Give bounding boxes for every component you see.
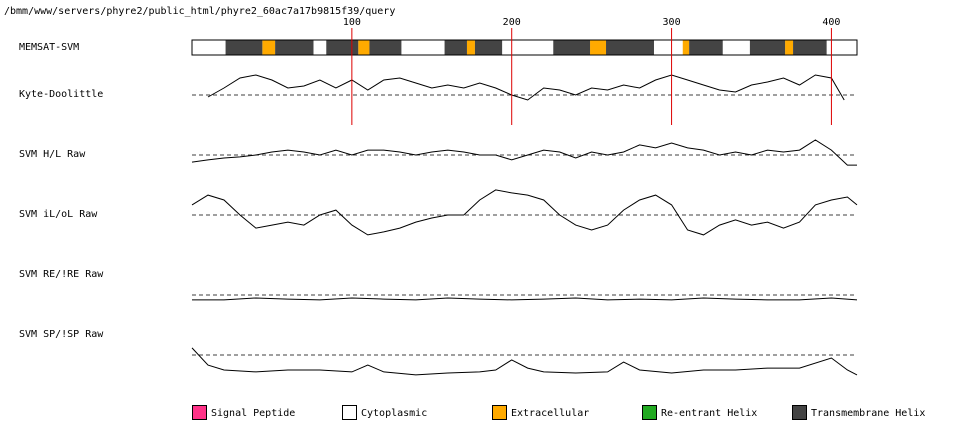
segment [793, 40, 827, 55]
segment [401, 40, 445, 55]
segment [653, 40, 683, 55]
legend-label: Re-entrant Helix [661, 408, 757, 419]
segment [826, 40, 857, 55]
segment [358, 40, 370, 55]
segment [502, 40, 554, 55]
segment [225, 40, 263, 55]
track-label: SVM SP/!SP Raw [19, 329, 104, 340]
x-tick-label: 200 [503, 17, 521, 28]
chart-title: /bmm/www/servers/phyre2/public_html/phyr… [4, 6, 395, 17]
segment [606, 40, 654, 55]
segment [369, 40, 402, 55]
segment [313, 40, 327, 55]
x-tick-label: 300 [663, 17, 681, 28]
bar-frame [191, 39, 858, 56]
legend-label: Transmembrane Helix [811, 408, 925, 419]
x-tick-label: 100 [343, 17, 361, 28]
track-label: SVM H/L Raw [19, 149, 86, 160]
segment [192, 40, 226, 55]
segment [689, 40, 723, 55]
segment [682, 40, 690, 55]
legend-label: Signal Peptide [211, 408, 295, 419]
segment [749, 40, 786, 55]
segment [466, 40, 475, 55]
bar-label: MEMSAT-SVM [19, 42, 79, 53]
segment [722, 40, 750, 55]
segment [590, 40, 607, 55]
trace [191, 139, 857, 166]
legend-swatch [192, 405, 207, 420]
trace [191, 189, 858, 236]
segment [474, 40, 503, 55]
segment [444, 40, 467, 55]
track-label: Kyte-Doolittle [19, 89, 103, 100]
trace [191, 347, 858, 376]
segment [275, 40, 314, 55]
segment [785, 40, 794, 55]
legend-label: Extracellular [511, 408, 589, 419]
segment [553, 40, 591, 55]
legend-swatch [492, 405, 507, 420]
segment [262, 40, 276, 55]
legend-label: Cytoplasmic [361, 408, 427, 419]
legend-swatch [342, 405, 357, 420]
track-label: SVM RE/!RE Raw [19, 269, 104, 280]
track-label: SVM iL/oL Raw [19, 209, 98, 220]
segment [326, 40, 359, 55]
x-tick-label: 400 [822, 17, 840, 28]
legend-swatch [642, 405, 657, 420]
trace [207, 74, 845, 101]
legend-swatch [792, 405, 807, 420]
trace [192, 297, 858, 301]
